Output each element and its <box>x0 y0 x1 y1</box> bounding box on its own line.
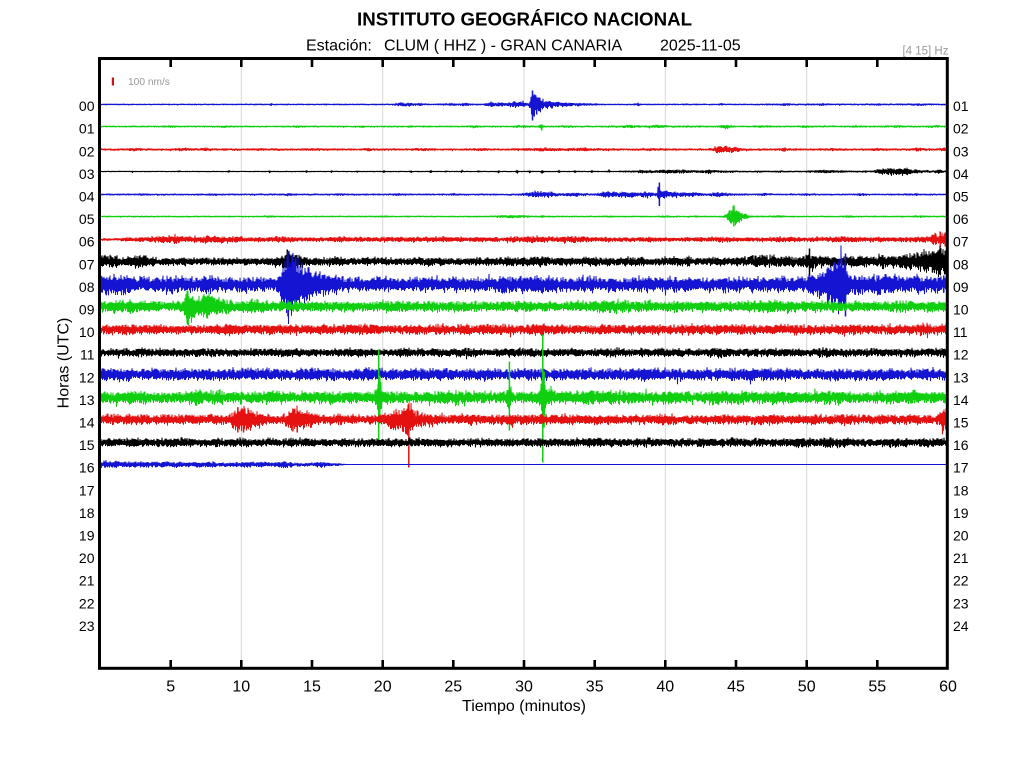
svg-text:18: 18 <box>953 482 969 498</box>
svg-text:10: 10 <box>953 302 969 318</box>
svg-text:Tiempo (minutos): Tiempo (minutos) <box>462 698 586 715</box>
svg-text:15: 15 <box>303 679 321 696</box>
svg-text:21: 21 <box>79 573 95 589</box>
svg-text:19: 19 <box>953 505 969 521</box>
svg-text:40: 40 <box>656 679 674 696</box>
svg-text:11: 11 <box>80 347 95 363</box>
svg-text:04: 04 <box>79 189 95 205</box>
svg-text:45: 45 <box>727 679 745 696</box>
svg-text:14: 14 <box>79 415 95 431</box>
svg-text:20: 20 <box>79 550 95 566</box>
svg-text:18: 18 <box>79 505 95 521</box>
svg-text:22: 22 <box>953 573 969 589</box>
svg-text:21: 21 <box>953 550 969 566</box>
svg-text:55: 55 <box>868 679 886 696</box>
svg-text:35: 35 <box>586 679 604 696</box>
svg-text:60: 60 <box>939 679 957 696</box>
svg-text:03: 03 <box>953 143 969 159</box>
svg-text:15: 15 <box>79 437 95 453</box>
svg-text:13: 13 <box>79 392 95 408</box>
svg-text:05: 05 <box>79 211 95 227</box>
svg-text:12: 12 <box>79 369 95 385</box>
svg-text:08: 08 <box>953 256 969 272</box>
svg-text:02: 02 <box>953 121 969 137</box>
svg-text:02: 02 <box>79 143 95 159</box>
svg-text:09: 09 <box>79 302 95 318</box>
svg-text:Estación:: Estación: <box>306 38 372 55</box>
svg-text:23: 23 <box>79 618 95 634</box>
svg-text:07: 07 <box>953 234 969 250</box>
svg-text:19: 19 <box>79 528 95 544</box>
svg-text:Horas (UTC): Horas (UTC) <box>56 318 73 409</box>
svg-text:17: 17 <box>953 460 969 476</box>
svg-text:20: 20 <box>953 528 969 544</box>
svg-text:10: 10 <box>232 679 250 696</box>
svg-text:08: 08 <box>79 279 95 295</box>
svg-text:05: 05 <box>953 189 969 205</box>
svg-text:01: 01 <box>79 121 95 137</box>
svg-text:30: 30 <box>515 679 533 696</box>
svg-text:17: 17 <box>79 482 95 498</box>
svg-text:5: 5 <box>166 679 175 696</box>
svg-text:07: 07 <box>79 256 95 272</box>
svg-text:14: 14 <box>953 392 969 408</box>
svg-text:06: 06 <box>953 211 969 227</box>
svg-text:100 nm/s: 100 nm/s <box>128 77 170 88</box>
svg-text:[4 15] Hz: [4 15] Hz <box>902 46 948 58</box>
svg-text:15: 15 <box>953 415 969 431</box>
svg-text:11: 11 <box>953 324 968 340</box>
svg-text:25: 25 <box>444 679 462 696</box>
svg-text:24: 24 <box>953 618 969 634</box>
svg-text:00: 00 <box>79 98 95 114</box>
svg-text:09: 09 <box>953 279 969 295</box>
svg-text:03: 03 <box>79 166 95 182</box>
svg-text:16: 16 <box>953 437 969 453</box>
svg-text:04: 04 <box>953 166 969 182</box>
svg-text:16: 16 <box>79 460 95 476</box>
svg-text:13: 13 <box>953 369 969 385</box>
svg-text:2025-11-05: 2025-11-05 <box>660 38 741 55</box>
svg-text:50: 50 <box>798 679 816 696</box>
svg-text:20: 20 <box>374 679 392 696</box>
svg-text:INSTITUTO GEOGRÁFICO NACIONAL: INSTITUTO GEOGRÁFICO NACIONAL <box>357 9 692 30</box>
svg-text:22: 22 <box>79 595 95 611</box>
svg-text:CLUM ( HHZ ) - GRAN CANARIA: CLUM ( HHZ ) - GRAN CANARIA <box>384 38 623 55</box>
svg-text:01: 01 <box>953 98 969 114</box>
svg-text:06: 06 <box>79 234 95 250</box>
svg-text:10: 10 <box>79 324 95 340</box>
svg-text:12: 12 <box>953 347 969 363</box>
svg-text:23: 23 <box>953 595 969 611</box>
